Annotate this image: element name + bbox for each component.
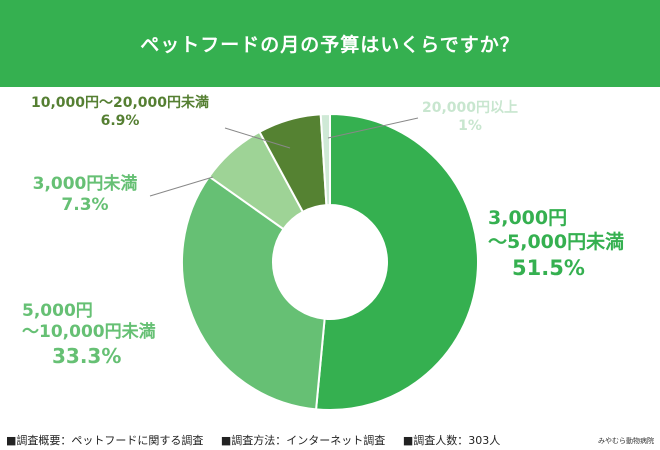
label-3000-5000: 3,000円 ～5,000円未満 51.5% (488, 207, 625, 280)
label-over-20000: 20,000円以上 1% (421, 100, 519, 134)
slice-4 (319, 112, 331, 207)
survey-summary: ■調査概要：ペットフードに関する調査 (6, 434, 204, 447)
label-5000-10000: 5,000円 ～10,000円未満 33.3% (22, 301, 156, 368)
credit-text: みやむら動物病院 (598, 437, 654, 445)
slice-0 (314, 112, 479, 411)
label-under-3000: 3,000円未満 7.3% (32, 174, 138, 216)
donut-slices (181, 112, 479, 411)
survey-footer: ■調査概要：ペットフードに関する調査 ■調査方法：インターネット調査 ■調査人数… (6, 432, 514, 448)
chart-title: ペットフードの月の予算はいくらですか？ (140, 34, 520, 56)
label-10000-20000: 10,000円～20,000円未満 6.9% (30, 95, 210, 129)
leader-line (224, 127, 291, 149)
slice-1 (181, 175, 326, 411)
survey-method: ■調査方法：インターネット調査 (220, 434, 386, 447)
leader-line (149, 176, 214, 197)
leader-line (327, 117, 419, 139)
survey-count: ■調査人数：303人 (402, 434, 501, 447)
header-banner: ペットフードの月の予算はいくらですか？ (0, 0, 660, 87)
leader-lines (149, 117, 419, 197)
